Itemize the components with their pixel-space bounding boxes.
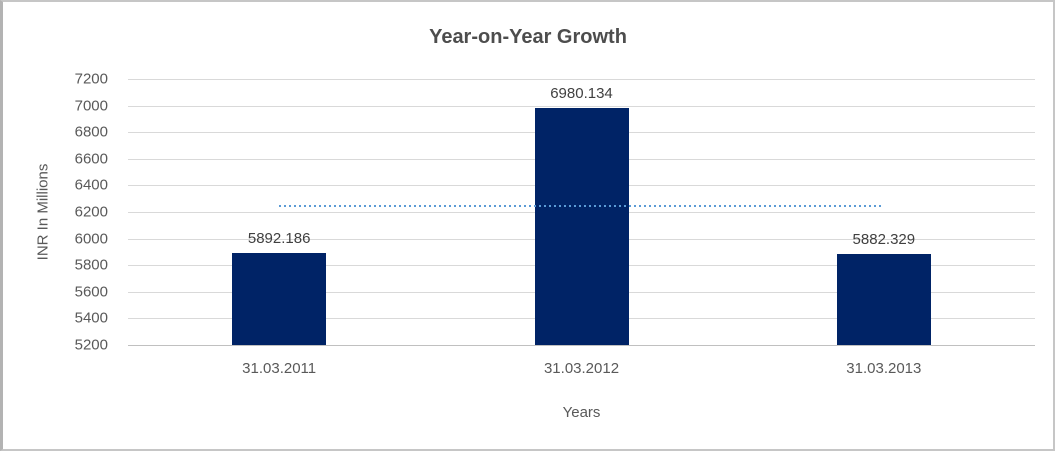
- plot-area: 7200 7000 6800 6600 6400 6200 6000 5800 5600 5400…: [3, 2, 1053, 449]
- x-axis-line: [128, 345, 1035, 346]
- y-tick-label: 5400: [74, 309, 108, 327]
- bar-31.03.2012: [535, 108, 629, 345]
- gridline: [128, 106, 1035, 107]
- data-label: 5892.186: [247, 230, 311, 247]
- bar-31.03.2013: [837, 254, 931, 345]
- x-tick-label: 31.03.2012: [543, 360, 620, 377]
- bar-31.03.2011: [232, 253, 326, 345]
- x-tick-label: 31.03.2011: [242, 360, 317, 377]
- y-tick-label: 6200: [74, 203, 108, 221]
- y-tick-label: 6400: [74, 176, 108, 194]
- y-tick-label: 5600: [74, 283, 108, 301]
- y-tick-label: 5200: [74, 336, 108, 354]
- y-tick-label: 6000: [74, 230, 108, 248]
- y-tick-label: 7200: [74, 70, 108, 88]
- x-axis-title: Years: [562, 404, 601, 421]
- gridline: [128, 79, 1035, 80]
- trendline: [279, 205, 884, 207]
- y-tick-label: 7000: [74, 97, 108, 115]
- data-label: 6980.134: [550, 85, 613, 102]
- y-tick-label: 5800: [74, 256, 108, 274]
- y-tick-label: 6600: [74, 150, 108, 168]
- x-tick-label: 31.03.2013: [846, 360, 922, 377]
- data-label: 5882.329: [852, 231, 916, 248]
- chart-title: Year-on-Year Growth: [429, 26, 627, 48]
- y-tick-label: 6800: [74, 123, 108, 141]
